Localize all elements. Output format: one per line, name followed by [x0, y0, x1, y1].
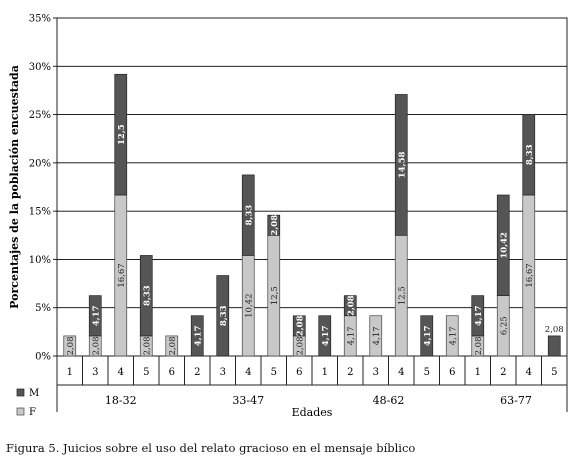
category-label: 5 — [551, 367, 557, 378]
data-label-m: 4,17 — [193, 325, 203, 346]
category-label: 3 — [92, 367, 98, 378]
data-label-f: 2,08 — [66, 336, 76, 355]
bar-segment-m — [190, 315, 204, 357]
bar-segment-m — [292, 315, 306, 337]
bar-segment-m — [318, 315, 332, 357]
category-label: 6 — [296, 367, 302, 378]
data-label-f: 10,42 — [244, 294, 254, 318]
category-label: 4 — [398, 367, 404, 378]
group-label: 63-77 — [500, 394, 532, 407]
category-label: 1 — [67, 367, 73, 378]
bar-segment-f — [63, 335, 77, 357]
bar-segment-m — [139, 255, 153, 337]
category-label: 6 — [169, 367, 175, 378]
data-label-m: 8,33 — [219, 305, 229, 326]
category-label: 2 — [500, 367, 506, 378]
category-label: 3 — [220, 367, 226, 378]
bar-segment-m — [471, 295, 485, 337]
legend-swatch-m — [16, 388, 25, 397]
bar-segment-m — [394, 94, 408, 236]
legend-label-f: F — [29, 407, 36, 418]
data-label-f: 2,08 — [295, 336, 305, 355]
data-label-f: 12,5 — [397, 286, 407, 305]
category-label: 5 — [424, 367, 430, 378]
bar-segment-m — [496, 194, 510, 296]
group-label: 48-62 — [373, 394, 405, 407]
bar-segment-m — [522, 114, 536, 196]
x-axis-title: Edades — [292, 406, 333, 419]
data-label-m: 2,08 — [545, 325, 564, 335]
bar-segment-f — [165, 335, 179, 357]
data-label-f: 6,25 — [499, 316, 509, 335]
data-label-m: 2,08 — [346, 295, 356, 316]
category-label: 1 — [322, 367, 328, 378]
y-tick-label: 15% — [29, 207, 51, 218]
group-label: 33-47 — [232, 394, 264, 407]
y-tick-label: 5% — [35, 303, 51, 314]
bar-segment-m — [547, 335, 561, 357]
figure-caption: Figura 5. Juicios sobre el uso del relat… — [6, 441, 416, 455]
data-label-f: 4,17 — [372, 326, 382, 345]
group-label: 18-32 — [105, 394, 137, 407]
data-label-m: 4,17 — [423, 325, 433, 346]
data-label-m: 12,5 — [117, 124, 127, 145]
data-label-f: 16,67 — [117, 263, 127, 287]
y-tick-label: 25% — [29, 110, 51, 121]
stacked-bar-chart: 0% 5% 10% 15% 20% 25% 30% 35% Porcentajes de la … — [8, 14, 568, 419]
category-label: 1 — [475, 367, 481, 378]
data-label-m: 8,33 — [142, 285, 152, 306]
data-label-f: 4,17 — [448, 326, 458, 345]
category-label: 2 — [194, 367, 200, 378]
bar-segment-m — [216, 275, 230, 357]
category-label: 5 — [143, 367, 149, 378]
data-label-m: 8,33 — [244, 205, 254, 226]
data-label-f: 12,5 — [270, 286, 280, 305]
bar-segment-m — [114, 73, 128, 196]
bar-segment-m — [420, 315, 434, 357]
data-label-m: 2,08 — [270, 215, 280, 236]
category-label: 2 — [347, 367, 353, 378]
plot-area — [56, 17, 568, 357]
data-label-f: 2,08 — [168, 336, 178, 355]
bar-segment-f — [369, 315, 383, 357]
category-label: 4 — [526, 367, 532, 378]
y-tick-label: 30% — [29, 62, 51, 73]
y-tick-label: 0% — [35, 352, 51, 363]
bar-segment-f — [445, 315, 459, 357]
data-label-m: 4,17 — [474, 305, 484, 326]
data-label-f: 2,08 — [474, 336, 484, 355]
data-label-m: 14,58 — [397, 151, 407, 178]
data-label-m: 4,17 — [91, 305, 101, 326]
bar-segment-m — [343, 295, 357, 317]
y-tick-label: 20% — [29, 158, 51, 169]
y-tick-label: 10% — [29, 255, 51, 266]
data-label-m: 2,08 — [295, 315, 305, 336]
bar-segment-m — [241, 174, 255, 256]
data-label-f: 16,67 — [525, 263, 535, 287]
data-label-m: 8,33 — [525, 144, 535, 165]
data-label-m: 10,42 — [499, 232, 509, 259]
y-axis-title: Porcentajes de la población encuestada — [8, 65, 21, 309]
category-label: 4 — [245, 367, 251, 378]
category-label: 4 — [118, 367, 124, 378]
y-tick-label: 35% — [29, 14, 51, 25]
data-label-m: 4,17 — [321, 325, 331, 346]
bar-segment-m — [88, 295, 102, 337]
category-label: 6 — [449, 367, 455, 378]
bar-segment-m — [267, 214, 281, 236]
data-label-f: 4,17 — [346, 326, 356, 345]
category-label: 3 — [373, 367, 379, 378]
legend-label-m: M — [29, 388, 39, 399]
category-label: 5 — [271, 367, 277, 378]
data-label-f: 2,08 — [142, 336, 152, 355]
legend-swatch-f — [16, 407, 25, 416]
data-label-f: 2,08 — [91, 336, 101, 355]
